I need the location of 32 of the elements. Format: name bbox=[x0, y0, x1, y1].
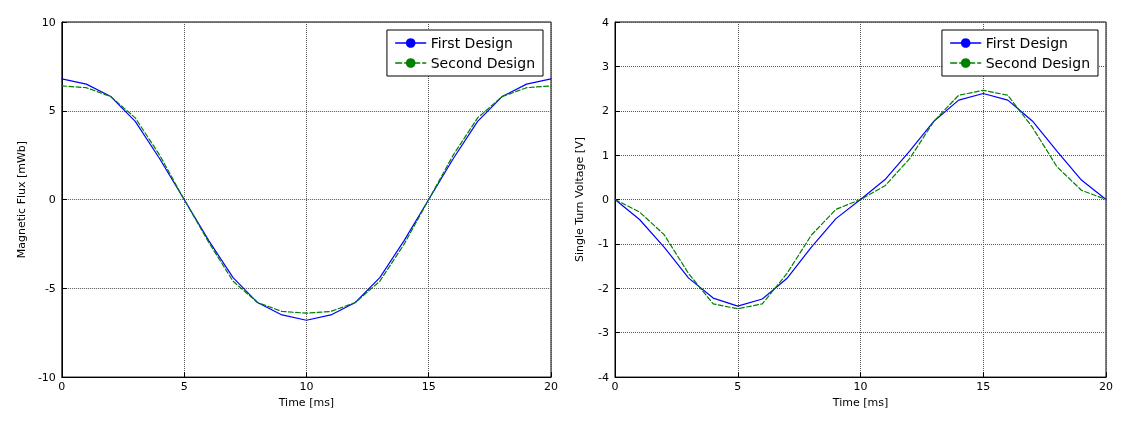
y-tick-label: -3 bbox=[598, 326, 609, 340]
y-tick-label: -2 bbox=[598, 281, 609, 295]
y-tick-label: 0 bbox=[48, 193, 56, 207]
y-tick-label: -10 bbox=[37, 370, 56, 384]
x-tick-label: 0 bbox=[58, 380, 66, 394]
x-tick-label: 15 bbox=[976, 380, 991, 394]
y-tick-label: 10 bbox=[41, 15, 56, 29]
y-tick-label: -5 bbox=[44, 281, 56, 295]
x-tick-label: 5 bbox=[734, 380, 742, 394]
y-tick-label: 1 bbox=[602, 148, 609, 162]
y-tick-label: -1 bbox=[598, 237, 609, 251]
x-tick-label: 15 bbox=[421, 380, 436, 394]
y-tick-label: -4 bbox=[598, 370, 609, 384]
legend-label: First Design bbox=[430, 35, 513, 51]
legend-label: First Design bbox=[985, 35, 1068, 51]
y-tick-label: 3 bbox=[602, 59, 609, 73]
y-tick-label: 5 bbox=[48, 104, 56, 118]
y-axis-title: Magnetic Flux [mWb] bbox=[15, 140, 28, 259]
x-axis-title: Time [ms] bbox=[831, 396, 889, 409]
y-tick-label: 0 bbox=[602, 193, 609, 207]
legend-label: Second Design bbox=[430, 55, 535, 71]
x-tick-label: 20 bbox=[1099, 380, 1113, 394]
y-axis-title: Single Turn Voltage [V] bbox=[573, 137, 586, 263]
x-tick-label: 10 bbox=[853, 380, 868, 394]
legend-label: Second Design bbox=[985, 55, 1090, 71]
x-axis-title: Time [ms] bbox=[277, 396, 335, 409]
x-tick-label: 20 bbox=[544, 380, 558, 394]
x-tick-label: 10 bbox=[299, 380, 314, 394]
x-tick-label: 0 bbox=[611, 380, 619, 394]
y-tick-label: 2 bbox=[602, 104, 609, 118]
x-tick-label: 5 bbox=[180, 380, 188, 394]
y-tick-label: 4 bbox=[602, 15, 609, 29]
